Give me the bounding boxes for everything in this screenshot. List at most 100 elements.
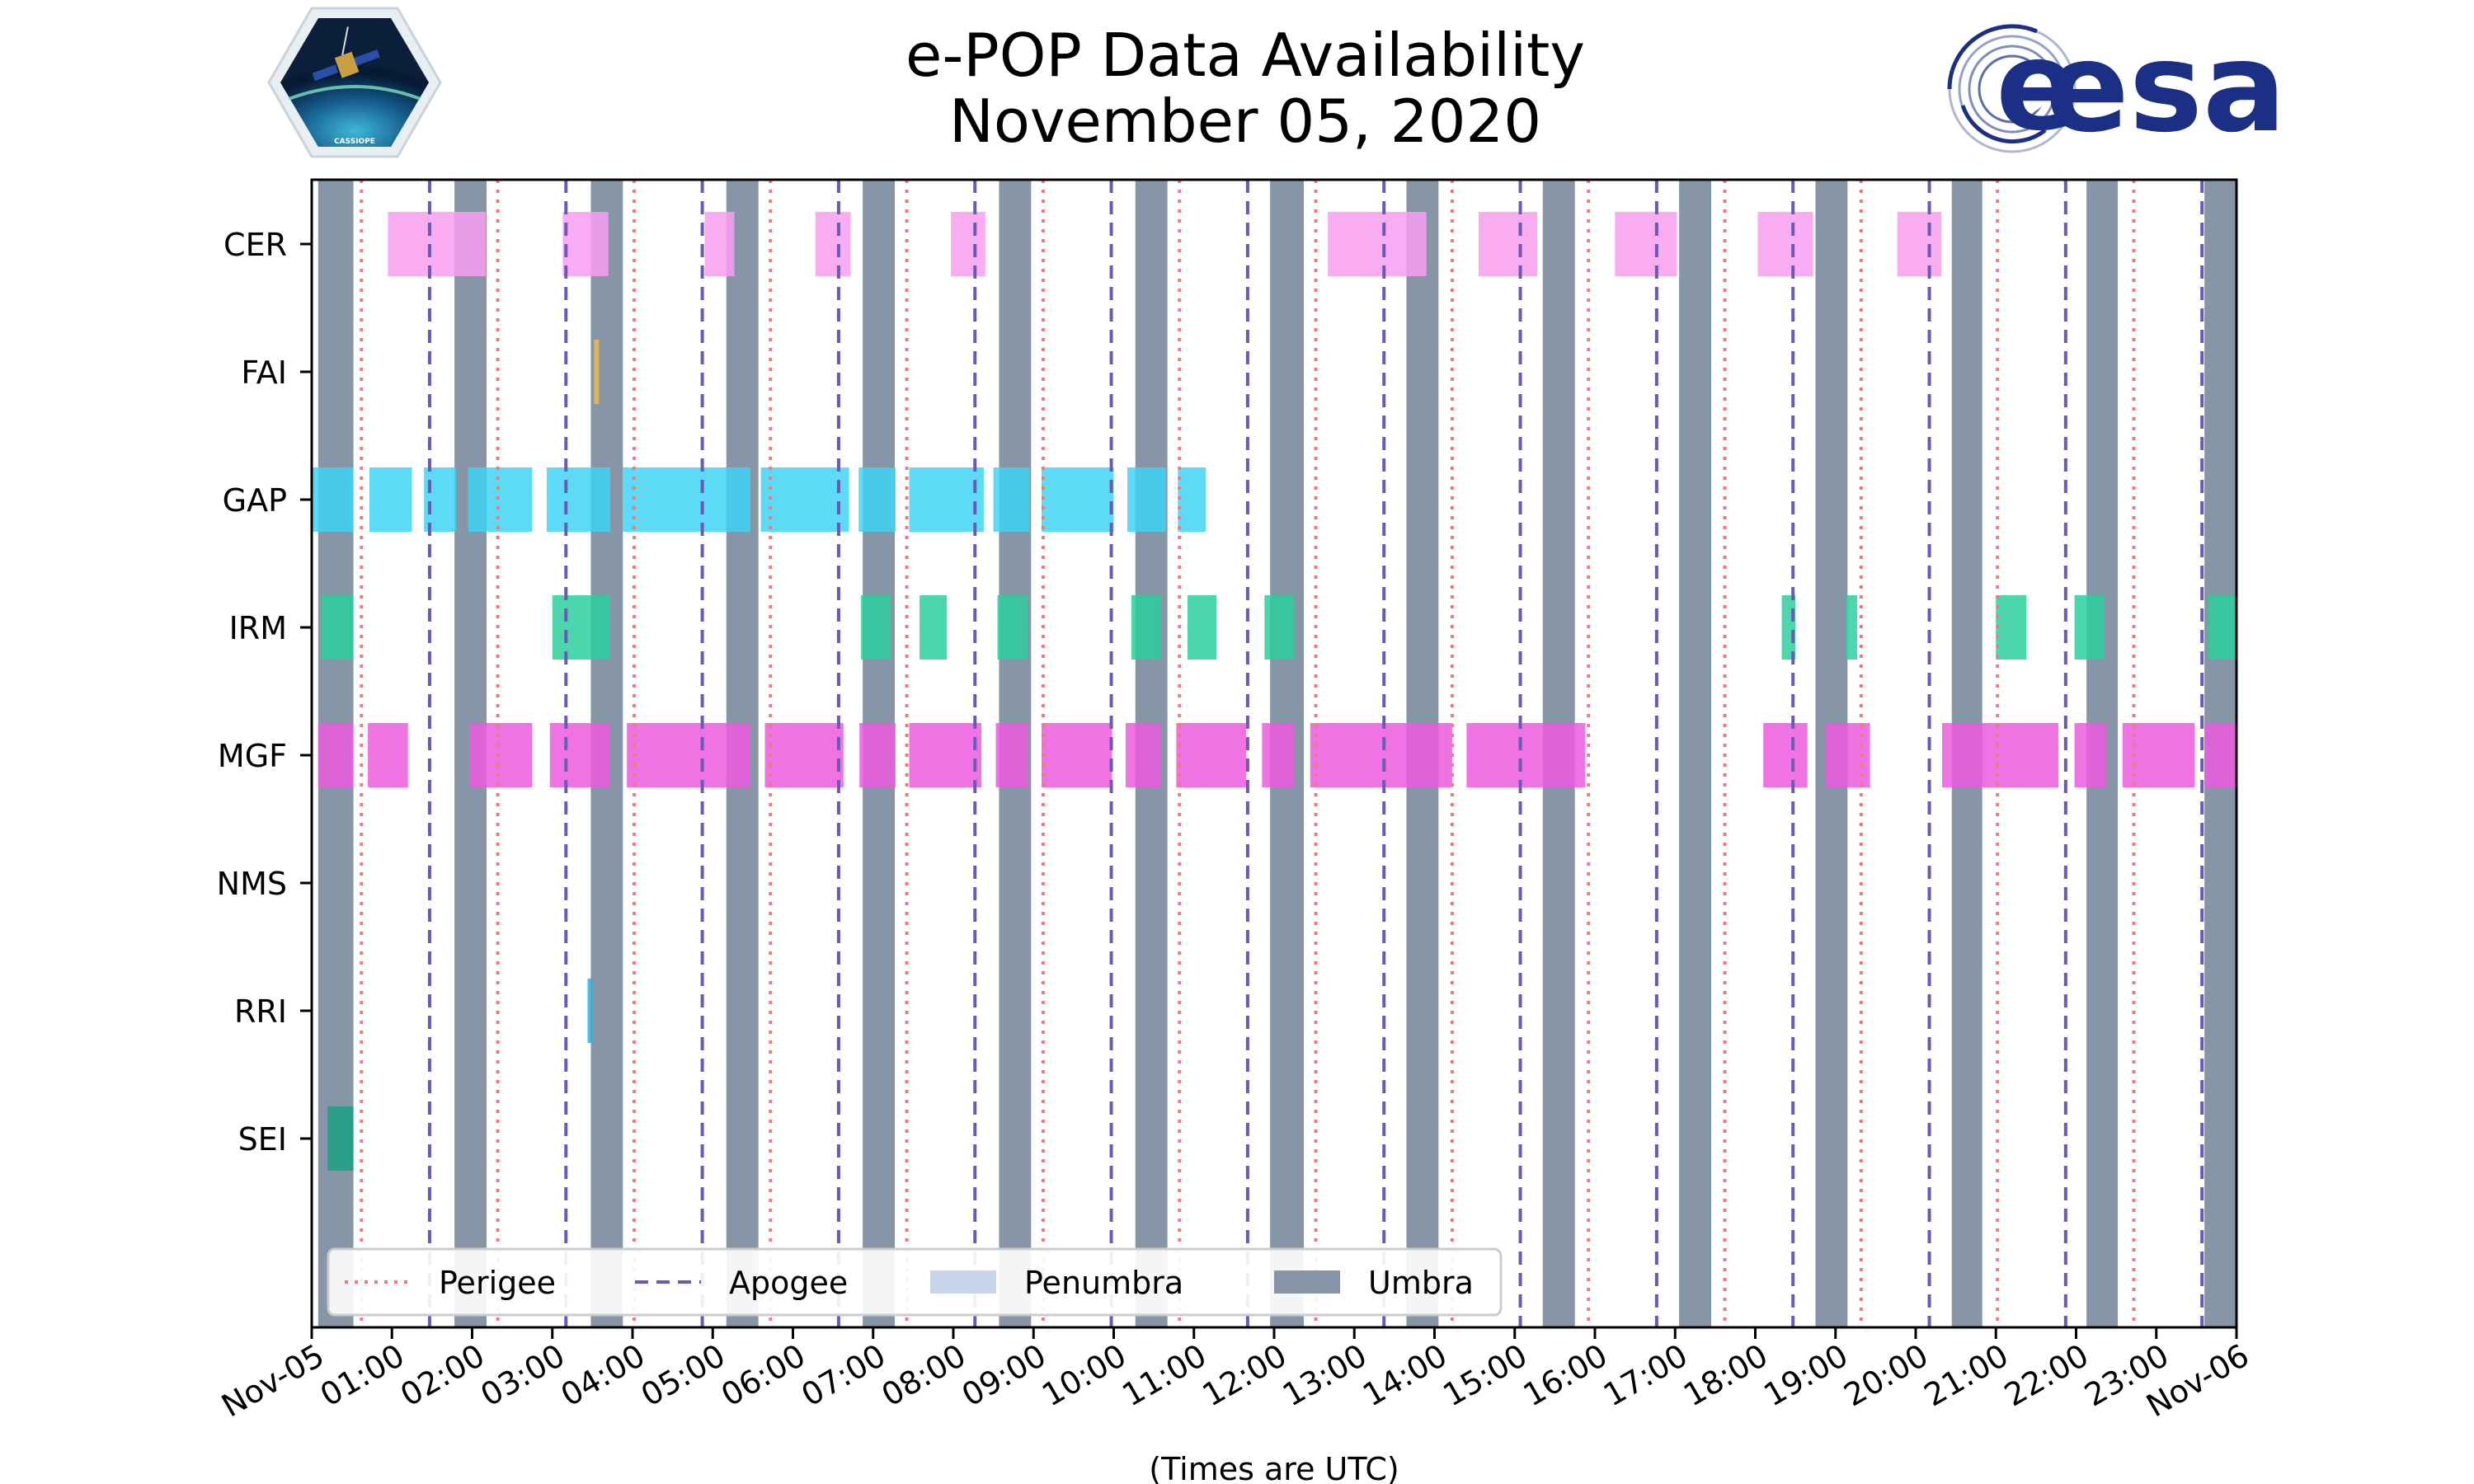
bar-cer — [1328, 212, 1427, 276]
bar-mgf — [859, 723, 896, 787]
x-tick-label: 16:00 — [1517, 1337, 1614, 1414]
bar-gap — [468, 467, 533, 532]
bar-fai — [594, 340, 600, 404]
x-tick-label: 21:00 — [1918, 1337, 2015, 1414]
legend-entry-penumbra: Penumbra — [930, 1265, 1183, 1301]
legend-label-apogee: Apogee — [729, 1265, 848, 1301]
orbit-event-lines — [360, 180, 2204, 1327]
x-tick-label: 19:00 — [1757, 1337, 1854, 1414]
bar-irm — [1131, 595, 1160, 660]
bar-mgf — [909, 723, 982, 787]
bar-gap — [312, 467, 354, 532]
x-tick-label: 14:00 — [1357, 1337, 1453, 1414]
bar-cer — [1615, 212, 1677, 276]
bar-mgf — [2204, 723, 2236, 787]
x-tick-label: 07:00 — [795, 1337, 891, 1414]
bar-irm — [552, 595, 610, 660]
bar-gap — [546, 467, 610, 532]
bar-gap — [1178, 467, 1206, 532]
bar-gap — [1127, 467, 1166, 532]
bar-mgf — [627, 723, 750, 787]
bar-mgf — [1262, 723, 1295, 787]
bar-sei — [327, 1106, 354, 1171]
legend-swatch-umbra — [1274, 1270, 1340, 1294]
title-line-2: November 05, 2020 — [949, 87, 1541, 156]
bar-gap — [1041, 467, 1114, 532]
bar-cer — [1897, 212, 1942, 276]
bar-mgf — [1041, 723, 1112, 787]
y-tick-label-gap: GAP — [223, 482, 287, 519]
legend-entry-umbra: Umbra — [1274, 1265, 1474, 1301]
bar-cer — [951, 212, 985, 276]
legend-box — [327, 1247, 1503, 1317]
bar-cer — [388, 212, 487, 276]
bar-irm — [861, 595, 891, 660]
bar-irm — [1781, 595, 1796, 660]
chart-title: e-POP Data Availability November 05, 202… — [905, 21, 1585, 156]
legend: Perigee Apogee Penumbra Umbra — [327, 1247, 1503, 1317]
x-tick-label: 15:00 — [1437, 1337, 1533, 1414]
legend-label-perigee: Perigee — [439, 1265, 556, 1301]
x-tick-label: 09:00 — [956, 1337, 1052, 1414]
bar-gap — [760, 467, 849, 532]
bar-rri — [587, 979, 593, 1043]
mission-badge-text: CASSIOPE — [334, 138, 375, 146]
x-tick-label: 02:00 — [394, 1337, 491, 1414]
bar-irm — [1187, 595, 1216, 660]
bar-mgf — [1826, 723, 1870, 787]
x-tick-label: 06:00 — [715, 1337, 811, 1414]
bar-irm — [2074, 595, 2105, 660]
legend-label-penumbra: Penumbra — [1024, 1265, 1183, 1301]
x-tick-label: 05:00 — [635, 1337, 731, 1414]
bar-gap — [993, 467, 1030, 532]
bar-mgf — [1176, 723, 1246, 787]
legend-entry-perigee: Perigee — [345, 1265, 556, 1301]
y-tick-label-irm: IRM — [229, 610, 287, 646]
bar-mgf — [764, 723, 844, 787]
title-line-1: e-POP Data Availability — [905, 21, 1585, 90]
y-tick-label-fai: FAI — [241, 355, 287, 391]
y-axis: CER FAI GAP IRM MGF NMS RRI SEI — [217, 227, 312, 1158]
x-tick-label: 20:00 — [1838, 1337, 1935, 1414]
x-tick-label: 04:00 — [555, 1337, 651, 1414]
x-tick-label: 08:00 — [876, 1337, 972, 1414]
x-axis: Nov-0501:0002:0003:0004:0005:0006:0007:0… — [215, 1327, 2255, 1424]
bar-cer — [815, 212, 851, 276]
bar-gap — [909, 467, 984, 532]
bar-mgf — [1126, 723, 1160, 787]
x-tick-label: Nov-05 — [215, 1337, 330, 1425]
bar-gap — [369, 467, 412, 532]
y-tick-label-mgf: MGF — [218, 738, 287, 774]
y-tick-label-cer: CER — [223, 227, 287, 263]
bar-cer — [704, 212, 735, 276]
x-tick-label: 13:00 — [1277, 1337, 1373, 1414]
svg-text:e: e — [1996, 15, 2080, 158]
x-tick-label: 22:00 — [1998, 1337, 2095, 1414]
x-tick-label: 11:00 — [1116, 1337, 1212, 1414]
legend-label-umbra: Umbra — [1368, 1265, 1474, 1301]
bar-irm — [2208, 595, 2236, 660]
bar-mgf — [1763, 723, 1808, 787]
y-tick-label-sei: SEI — [238, 1121, 287, 1158]
bar-mgf — [317, 723, 354, 787]
x-axis-label: (Times are UTC) — [1149, 1451, 1399, 1484]
bar-mgf — [368, 723, 408, 787]
bar-gap — [424, 467, 457, 532]
bar-cer — [1478, 212, 1537, 276]
bar-irm — [1846, 595, 1858, 660]
bar-gap — [623, 467, 750, 532]
esa-logo: e esa — [1947, 15, 2286, 160]
bar-irm — [997, 595, 1028, 660]
bar-mgf — [549, 723, 610, 787]
x-tick-label: 01:00 — [314, 1337, 411, 1414]
bar-mgf — [1466, 723, 1586, 787]
bar-gap — [858, 467, 896, 532]
bar-irm — [321, 595, 354, 660]
legend-entry-apogee: Apogee — [635, 1265, 848, 1301]
bar-mgf — [995, 723, 1028, 787]
bar-irm — [1996, 595, 2027, 660]
bar-mgf — [1942, 723, 2059, 787]
esa-swirl-icon: e — [1947, 15, 2080, 158]
x-tick-label: 18:00 — [1677, 1337, 1774, 1414]
